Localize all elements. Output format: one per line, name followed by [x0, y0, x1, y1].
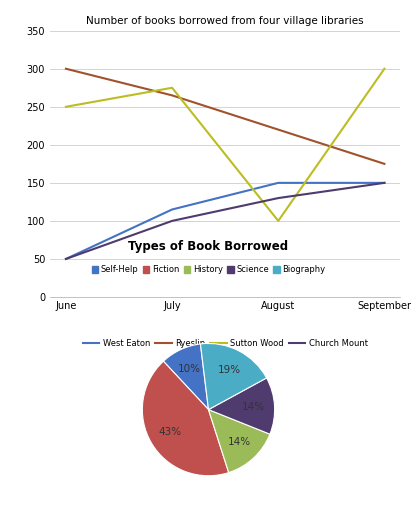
Text: 43%: 43% [158, 428, 181, 437]
Title: Number of books borrowed from four village libraries: Number of books borrowed from four villa… [86, 16, 364, 26]
Legend: West Eaton, Ryeslip, Sutton Wood, Church Mount: West Eaton, Ryeslip, Sutton Wood, Church… [79, 336, 371, 351]
Text: 14%: 14% [242, 402, 265, 412]
Title: Types of Book Borrowed: Types of Book Borrowed [128, 240, 289, 253]
Wedge shape [201, 344, 266, 410]
Legend: Self-Help, Fiction, History, Science, Biography: Self-Help, Fiction, History, Science, Bi… [88, 262, 329, 278]
Wedge shape [208, 378, 275, 434]
Wedge shape [163, 344, 208, 410]
Wedge shape [208, 410, 270, 473]
Text: 14%: 14% [228, 437, 251, 447]
Text: 19%: 19% [218, 365, 241, 375]
Wedge shape [142, 361, 229, 476]
Text: 10%: 10% [178, 364, 201, 374]
